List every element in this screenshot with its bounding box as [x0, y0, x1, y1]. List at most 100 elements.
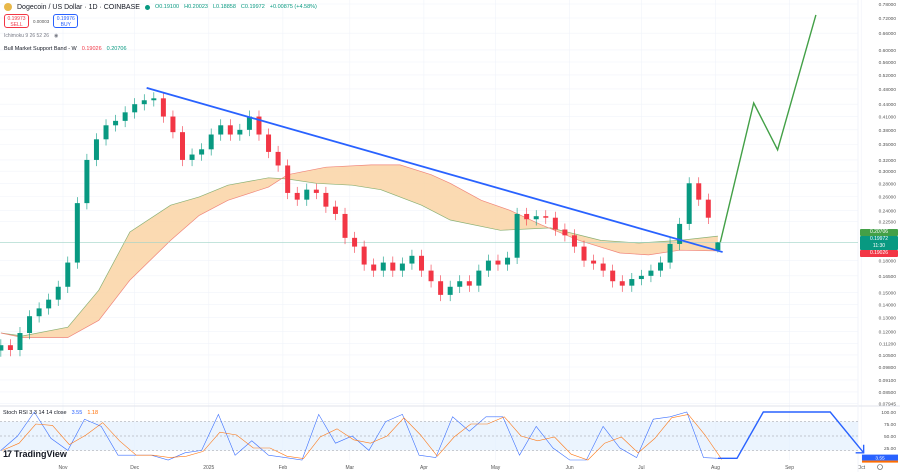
arrow-head-icon — [855, 444, 865, 454]
price-axis-tick: 0.32000 — [879, 158, 897, 164]
last-price: 0.19972 — [869, 236, 889, 242]
ohlc-open: O0.19100 — [154, 4, 180, 10]
candle-body — [696, 183, 702, 200]
candle-body — [65, 262, 71, 287]
downtrend-line — [146, 87, 723, 253]
market-open-icon — [144, 4, 150, 10]
price-axis-tick: 0.09100 — [879, 378, 897, 384]
price-axis-tick: 0.56000 — [879, 60, 897, 66]
time-axis-tick: Jun — [566, 465, 574, 471]
candle-body — [447, 286, 453, 295]
price-axis-tick: 0.24000 — [879, 208, 897, 214]
price-axis-tick: 0.09800 — [879, 365, 897, 371]
settings-gear-icon[interactable] — [877, 464, 883, 470]
candle-body — [667, 243, 673, 263]
time-axis-tick: Sep — [785, 465, 794, 471]
candle-body — [7, 345, 13, 351]
candle-body — [638, 275, 644, 280]
candle-body — [36, 308, 42, 317]
stoch-d-line — [2, 414, 723, 461]
candle-body — [189, 154, 195, 160]
band-indicator-label[interactable]: Bull Market Support Band - W — [4, 46, 77, 52]
candle-body — [485, 260, 491, 271]
candle-body — [332, 206, 338, 214]
ohlc-close: C0.19972 — [240, 4, 265, 10]
candle-body — [266, 134, 272, 152]
candle-body — [122, 112, 128, 121]
ichimoku-indicator-label[interactable]: Ichimoku 9 26 52 26 — [4, 33, 50, 39]
price-projection-path — [719, 14, 817, 243]
price-axis-tick: 0.66000 — [879, 31, 897, 37]
candle-body — [113, 120, 119, 126]
stoch-k-line — [0, 411, 718, 461]
candle-body — [552, 217, 558, 230]
candle-body — [294, 192, 300, 200]
time-axis-tick: Apr — [420, 465, 428, 471]
candle-body — [27, 316, 33, 334]
candle-body — [256, 116, 262, 135]
support-band-fill — [0, 164, 718, 338]
price-axis-tick: 0.18000 — [879, 259, 897, 265]
ohlc-high: H0.20023 — [184, 4, 208, 10]
time-axis-tick: May — [491, 465, 501, 471]
chart-legend: Dogecoin / US Dollar · 1D · COINBASE O0.… — [4, 2, 317, 54]
candle-body — [610, 270, 616, 282]
candle-body — [409, 255, 415, 264]
candle-body — [629, 279, 635, 286]
ohlc-change: +0.00875 (+4.58%) — [269, 4, 317, 10]
eye-hidden-icon[interactable]: ◉ — [54, 33, 59, 39]
price-axis-tick: 0.44000 — [879, 102, 897, 108]
price-axis-tick: 0.28000 — [879, 181, 897, 187]
candle-body — [342, 213, 348, 238]
candle-body — [380, 262, 386, 271]
price-axis-tick: 0.48000 — [879, 87, 897, 93]
stoch-projection-path — [717, 411, 865, 459]
time-axis-tick: Oct — [857, 465, 865, 471]
band-lower-price-tag: 0.19026 — [860, 250, 898, 257]
buy-label: BUY — [60, 22, 71, 28]
candle-body — [285, 165, 291, 193]
price-axis-tick: 0.14000 — [879, 303, 897, 309]
price-axis-tick: 0.11200 — [879, 342, 896, 348]
candle-body — [208, 134, 214, 150]
price-axis-tick: 0.52000 — [879, 73, 897, 79]
candle-body — [581, 246, 587, 261]
buy-button[interactable]: 0.19976 BUY — [53, 14, 79, 28]
candle-body — [399, 263, 405, 271]
last-price-tag: 0.19972 11:30 — [860, 236, 898, 250]
support-band-lower-line — [0, 164, 718, 338]
candle-body — [514, 213, 520, 258]
price-axis-tick: 0.16500 — [879, 274, 897, 280]
candle-body — [170, 116, 176, 133]
price-axis-tick: 0.22500 — [879, 220, 897, 226]
candle-body — [46, 299, 52, 309]
symbol-title[interactable]: Dogecoin / US Dollar · 1D · COINBASE — [17, 3, 140, 11]
buy-price: 0.19976 — [56, 16, 75, 22]
candle-body — [562, 229, 568, 236]
candle-body — [495, 260, 501, 265]
tradingview-logo-icon: 17 — [3, 449, 12, 459]
sell-price: 0.19973 — [7, 16, 26, 22]
candle-body — [371, 264, 377, 271]
band-value-lower: 0.19026 — [81, 46, 102, 52]
stoch-axis-tick: 50.00 — [884, 434, 896, 440]
price-axis-tick: 0.30000 — [879, 169, 897, 175]
candle-body — [55, 286, 61, 300]
tradingview-name: TradingView — [14, 449, 67, 459]
candle-body — [648, 270, 654, 276]
candle-body — [543, 216, 549, 218]
candle-body — [304, 189, 310, 200]
candle-body — [361, 246, 367, 265]
candle-body — [591, 260, 597, 264]
price-axis-tick: 0.78000 — [879, 2, 897, 8]
price-axis-tick: 0.38000 — [879, 128, 897, 134]
stoch-label[interactable]: Stoch RSI 3 3 14 14 close — [3, 410, 67, 416]
price-axis-tick: 0.12000 — [879, 330, 897, 336]
tradingview-logo[interactable]: 17 TradingView — [3, 449, 67, 459]
candle-body — [313, 189, 319, 193]
sell-button[interactable]: 0.19973 SELL — [4, 14, 29, 28]
price-axis-tick: 0.35000 — [879, 142, 897, 148]
candle-body — [600, 263, 606, 271]
candle-body — [457, 281, 463, 287]
